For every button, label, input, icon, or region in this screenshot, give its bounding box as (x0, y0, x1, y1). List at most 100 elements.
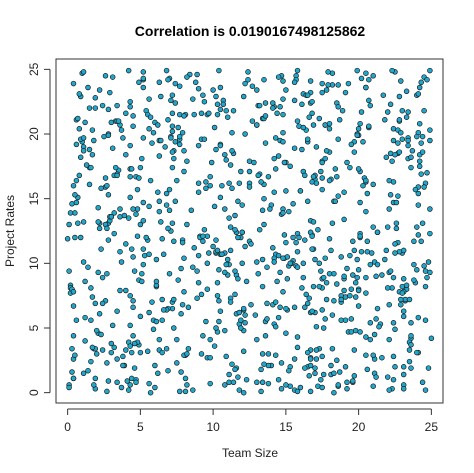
data-point (99, 274, 106, 281)
data-point (392, 364, 398, 370)
data-point (363, 334, 369, 340)
data-point (414, 224, 420, 230)
data-point (254, 379, 260, 386)
data-point (342, 89, 349, 96)
data-point (352, 294, 359, 300)
data-point (259, 379, 266, 386)
data-point (127, 322, 133, 329)
data-point (239, 202, 245, 208)
data-point (117, 206, 123, 212)
data-point (384, 285, 391, 291)
data-point (403, 282, 410, 289)
data-point (169, 92, 176, 98)
data-point (335, 136, 341, 142)
data-point (109, 322, 116, 329)
data-point (363, 177, 369, 184)
data-point (259, 283, 266, 290)
data-point (399, 107, 406, 114)
data-point (238, 168, 244, 175)
data-point (137, 164, 144, 171)
data-point (172, 198, 179, 205)
data-point (335, 382, 341, 388)
data-point (150, 129, 157, 136)
data-point (291, 356, 298, 362)
data-point (127, 382, 133, 388)
data-point (217, 106, 224, 113)
data-point (392, 326, 398, 333)
data-point (229, 129, 235, 136)
data-point (125, 387, 132, 393)
data-point (159, 317, 165, 323)
data-point (70, 80, 77, 87)
data-point (415, 314, 422, 321)
data-point (85, 264, 91, 270)
data-point (264, 316, 270, 322)
data-point (355, 287, 362, 294)
data-point (169, 164, 176, 171)
data-point (348, 316, 355, 322)
data-point (153, 256, 160, 263)
data-point (201, 226, 208, 233)
data-point (206, 250, 212, 256)
data-point (383, 154, 390, 161)
data-point (280, 139, 286, 145)
data-point (178, 369, 184, 375)
data-point (316, 260, 323, 267)
data-point (374, 229, 381, 236)
data-point (271, 189, 277, 195)
data-point (322, 255, 328, 261)
data-point (66, 221, 72, 228)
data-point (156, 198, 163, 205)
data-point (342, 317, 349, 323)
data-point (336, 369, 343, 375)
data-point (421, 184, 427, 190)
data-point (155, 189, 161, 195)
data-point (219, 251, 225, 258)
data-point (213, 325, 219, 331)
data-point (398, 296, 404, 303)
data-point (163, 202, 170, 208)
data-point (152, 362, 158, 369)
data-point (127, 142, 133, 149)
data-point (95, 204, 101, 211)
data-point (226, 215, 232, 221)
data-point (357, 199, 363, 206)
data-point (275, 252, 282, 259)
data-point (259, 256, 266, 263)
data-point (125, 67, 132, 74)
data-point (146, 96, 152, 102)
data-point (364, 238, 371, 245)
data-point (294, 388, 301, 395)
data-point (80, 370, 87, 377)
data-point (262, 140, 269, 146)
data-point (256, 226, 263, 233)
data-point (86, 146, 93, 153)
data-point (104, 182, 110, 189)
data-point (95, 219, 101, 225)
data-point (127, 292, 133, 299)
data-point (232, 268, 238, 274)
x-tick-label: 5 (137, 420, 144, 434)
data-point (201, 98, 208, 105)
data-point (127, 194, 133, 201)
data-point (111, 344, 117, 351)
data-point (168, 135, 174, 141)
data-point (96, 87, 103, 93)
data-point (195, 252, 202, 259)
data-point (414, 349, 420, 356)
data-point (312, 365, 318, 371)
data-point (156, 79, 163, 86)
data-point (75, 220, 81, 226)
data-point (357, 233, 363, 239)
data-point (203, 318, 209, 325)
y-tick-label: 0 (27, 389, 41, 396)
data-point (137, 349, 144, 356)
data-point (217, 84, 224, 91)
data-point (198, 351, 205, 357)
data-point (242, 131, 248, 137)
data-point (184, 221, 190, 228)
data-point (213, 93, 219, 100)
data-point (124, 378, 131, 384)
data-point (64, 236, 71, 242)
data-point (262, 100, 269, 106)
